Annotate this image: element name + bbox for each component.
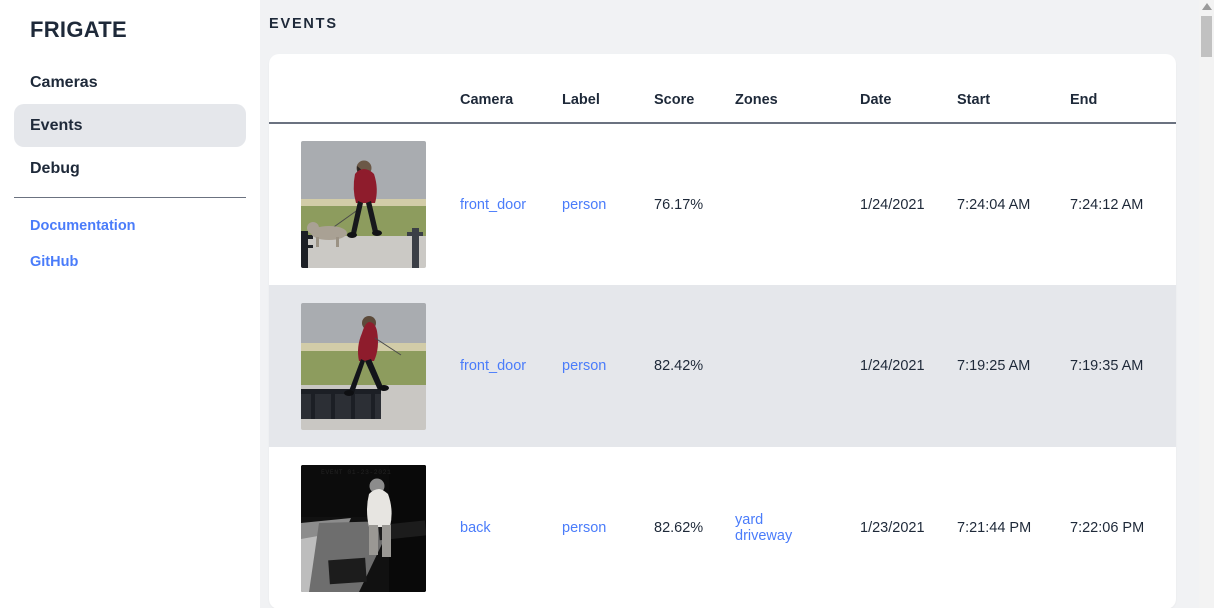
svg-text:EVENT 01-23-2021: EVENT 01-23-2021 xyxy=(321,469,391,476)
